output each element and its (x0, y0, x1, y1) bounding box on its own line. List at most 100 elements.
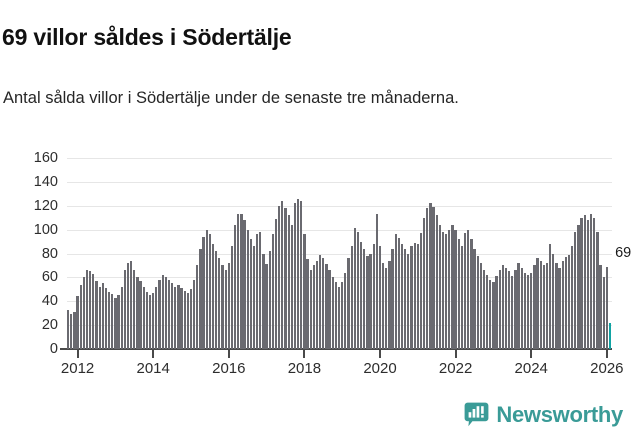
y-axis-tick-label: 160 (33, 150, 58, 166)
bar (145, 291, 149, 349)
bar (142, 286, 145, 349)
bar (501, 265, 504, 349)
gridline (67, 205, 612, 207)
bar (70, 314, 73, 349)
bar (363, 248, 366, 349)
bar (593, 217, 596, 349)
bar (233, 224, 237, 349)
bar (199, 248, 202, 349)
bar (161, 275, 164, 349)
bar (208, 234, 212, 349)
x-axis-ticks (67, 350, 612, 358)
bar (347, 258, 350, 349)
bar (117, 295, 120, 349)
bar (325, 264, 328, 349)
newsworthy-logo[interactable]: Newsworthy (464, 402, 623, 427)
bar (205, 229, 208, 349)
bar (470, 239, 473, 349)
x-axis-tick (530, 350, 533, 358)
bar (498, 270, 501, 349)
bar (451, 224, 454, 349)
bar (545, 263, 549, 349)
bar (388, 260, 391, 349)
bar (136, 277, 139, 349)
bar (555, 263, 558, 349)
bar (177, 284, 180, 349)
bar (322, 258, 325, 349)
bar (167, 279, 171, 349)
x-axis-tick (227, 350, 230, 358)
bar (79, 284, 82, 349)
bar (435, 215, 438, 349)
y-axis-tick-label: 20 (41, 317, 58, 334)
bar (542, 265, 545, 349)
x-axis-tick-label: 2020 (363, 360, 397, 377)
bar (259, 232, 262, 349)
bar (372, 243, 375, 349)
bar (98, 286, 101, 349)
bar (504, 267, 508, 349)
bar (426, 208, 429, 349)
bar-chart: 0 20 40 60 80 100 120 140 160 2012 2014 2016 2018 20… (33, 150, 631, 377)
bar (202, 236, 205, 349)
bar (583, 215, 586, 349)
newsworthy-wordmark: Newsworthy (496, 401, 623, 427)
bar (256, 234, 259, 349)
bar (312, 265, 315, 349)
bar (533, 265, 536, 349)
x-axis-tick (76, 350, 79, 358)
x-axis-tick-label: 2024 (514, 360, 548, 377)
bar (249, 239, 252, 349)
bar (605, 266, 608, 349)
bar (82, 277, 86, 349)
bar (476, 255, 479, 349)
bar (123, 270, 126, 349)
bar (517, 263, 520, 349)
bar (596, 232, 599, 349)
bar (95, 280, 98, 349)
bar (296, 198, 300, 349)
bar (287, 215, 290, 349)
bar (404, 248, 407, 349)
x-axis-tick (379, 350, 381, 358)
bar (315, 260, 319, 349)
bar (429, 203, 432, 349)
chart-footer: Newsworthy (0, 398, 631, 439)
bar (407, 253, 410, 349)
bar (561, 260, 564, 349)
bar (211, 243, 215, 349)
bar (293, 203, 297, 349)
bar (290, 224, 293, 349)
bar (334, 282, 338, 349)
bar (189, 289, 193, 349)
bar (306, 259, 309, 349)
bar (344, 272, 347, 349)
x-axis-tick-label: 2022 (438, 360, 473, 377)
bar (180, 288, 183, 349)
bar (454, 229, 457, 349)
bar (432, 206, 435, 349)
bar (580, 217, 583, 349)
bar (309, 270, 312, 349)
bar (495, 276, 498, 349)
bar (520, 267, 523, 349)
bar (186, 292, 189, 349)
bar (366, 255, 369, 349)
bar (577, 224, 580, 349)
bar (536, 258, 539, 349)
bar (473, 248, 476, 349)
x-axis-tick (454, 350, 457, 358)
bar (89, 271, 92, 349)
page-title: 69 villor såldes i Södertälje (2, 24, 292, 51)
y-axis-tick-label: 100 (33, 221, 58, 238)
bar (385, 267, 388, 349)
bar (413, 242, 416, 349)
y-axis-tick-label: 140 (33, 173, 58, 190)
bar (419, 233, 423, 349)
x-axis-tick (303, 350, 306, 358)
bar (337, 286, 341, 349)
y-axis-tick-label: 60 (41, 269, 58, 286)
bar (224, 270, 227, 349)
gridline (67, 181, 612, 183)
bar (152, 292, 155, 349)
